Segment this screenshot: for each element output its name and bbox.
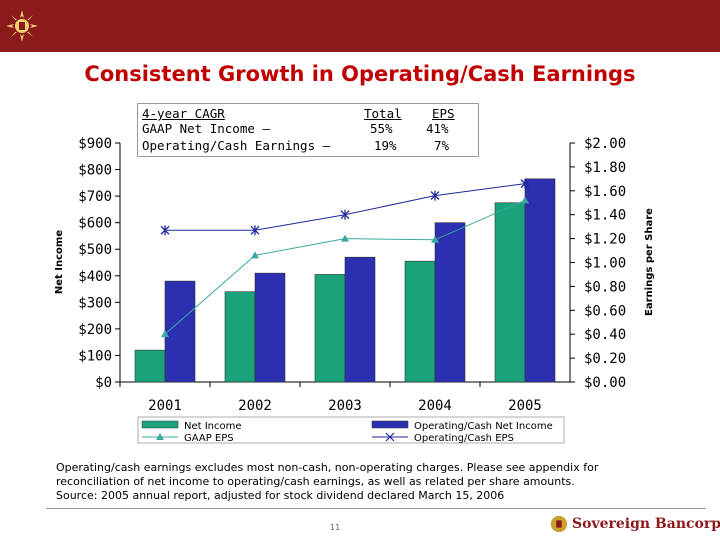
bar-net-income <box>404 260 436 383</box>
operating-cash-eps-point <box>250 225 260 236</box>
right-tick-label: $1.40 <box>584 208 626 224</box>
legend-label: GAAP EPS <box>184 433 234 444</box>
gaap-eps-point <box>431 235 439 243</box>
page-number: 11 <box>330 523 341 532</box>
cagr-row-eps: 7% <box>434 138 450 153</box>
x-tick-label: 2005 <box>508 398 542 414</box>
bar-operating-cash-net-income <box>164 280 196 383</box>
crest-logo-icon <box>6 10 38 42</box>
left-tick-label: $200 <box>78 322 112 338</box>
footer-divider <box>46 508 706 509</box>
page-title: Consistent Growth in Operating/Cash Earn… <box>84 62 636 86</box>
cagr-row-total: 19% <box>374 138 397 153</box>
operating-cash-eps-point <box>340 209 350 220</box>
left-tick-label: $100 <box>78 348 112 364</box>
bar-net-income <box>134 349 166 383</box>
x-tick-label: 2002 <box>238 398 272 414</box>
left-tick-label: $400 <box>78 269 112 285</box>
right-tick-label: $1.80 <box>584 160 626 176</box>
x-tick-label: 2001 <box>148 398 182 414</box>
bar-net-income <box>494 202 526 383</box>
bar-net-income <box>314 274 346 383</box>
bar-net-income <box>224 291 256 383</box>
right-tick-label: $1.20 <box>584 232 626 248</box>
y2-axis-title: Earnings per Share <box>644 208 655 316</box>
cagr-row-label: GAAP Net Income – <box>142 121 270 136</box>
left-tick-label: $500 <box>78 242 112 258</box>
right-tick-label: $0.20 <box>584 351 626 367</box>
gaap-eps-point <box>161 330 169 338</box>
left-tick-label: $800 <box>78 163 112 179</box>
cagr-box: 4-year CAGR Total EPS GAAP Net Income – … <box>137 103 479 157</box>
bar-operating-cash-net-income <box>344 256 376 383</box>
bar-operating-cash-net-income <box>524 178 556 383</box>
right-tick-label: $2.00 <box>584 136 626 152</box>
gaap-eps-point <box>341 234 349 242</box>
legend-label: Operating/Cash Net Income <box>414 421 553 432</box>
right-tick-label: $0.60 <box>584 303 626 319</box>
cagr-row-label: Operating/Cash Earnings – <box>142 138 331 153</box>
right-tick-label: $0.00 <box>584 375 626 391</box>
operating-cash-eps-line <box>165 183 526 231</box>
footnote-line: Source: 2005 annual report, adjusted for… <box>56 489 505 502</box>
y-axis-title: Net Income <box>54 230 65 294</box>
header-bar <box>0 0 720 52</box>
operating-cash-eps-point <box>160 225 170 236</box>
legend-label: Operating/Cash EPS <box>414 433 514 444</box>
x-tick-label: 2003 <box>328 398 362 414</box>
cagr-heading: 4-year CAGR <box>142 106 225 121</box>
sovereign-crest-icon <box>550 515 568 533</box>
legend-label: Net Income <box>184 421 242 432</box>
right-tick-label: $1.60 <box>584 184 626 200</box>
bar-operating-cash-net-income <box>254 272 286 383</box>
right-tick-label: $0.80 <box>584 279 626 295</box>
operating-cash-eps-point <box>430 190 440 201</box>
legend-swatch <box>141 420 179 429</box>
left-tick-label: $300 <box>78 295 112 311</box>
footnote-line: reconciliation of net income to operatin… <box>56 475 575 488</box>
right-tick-label: $0.40 <box>584 327 626 343</box>
left-tick-label: $0 <box>95 375 112 391</box>
footnote: Operating/cash earnings excludes most no… <box>56 461 676 503</box>
legend-marker <box>385 432 395 442</box>
gaap-eps-point <box>251 251 259 259</box>
legend-swatch <box>371 420 409 429</box>
left-tick-label: $900 <box>78 136 112 152</box>
right-tick-label: $1.00 <box>584 256 626 272</box>
brand-name: Sovereign Bancorp <box>572 516 720 532</box>
legend-box <box>137 416 565 444</box>
bar-operating-cash-net-income <box>434 222 466 383</box>
cagr-row-total: 55% <box>370 121 393 136</box>
x-tick-label: 2004 <box>418 398 452 414</box>
legend-marker <box>156 433 164 440</box>
cagr-row-eps: 41% <box>426 121 449 136</box>
gaap-eps-point <box>521 196 529 204</box>
cagr-col-eps: EPS <box>432 106 455 121</box>
left-tick-label: $600 <box>78 216 112 232</box>
left-tick-label: $700 <box>78 189 112 205</box>
operating-cash-eps-point <box>520 178 530 189</box>
footnote-line: Operating/cash earnings excludes most no… <box>56 461 599 474</box>
cagr-col-total: Total <box>364 106 402 121</box>
